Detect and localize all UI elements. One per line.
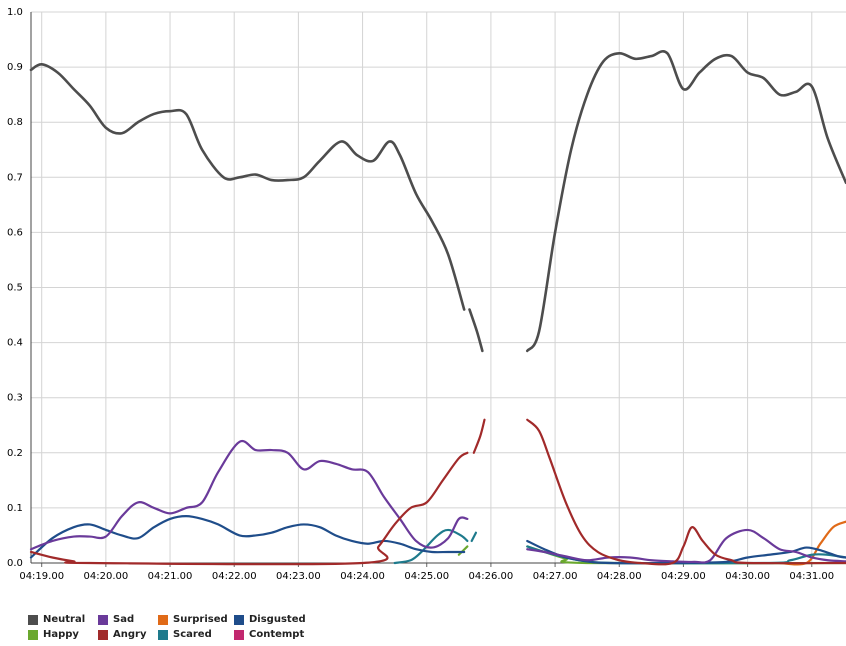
legend-swatch-neutral — [28, 614, 38, 625]
legend-swatch-angry — [98, 629, 108, 640]
legend-swatch-sad — [98, 614, 108, 625]
legend-item-contempt: Contempt — [234, 629, 304, 640]
legend-swatch-disgusted — [234, 614, 244, 625]
x-tick-label: 04:27.00 — [533, 571, 578, 582]
legend: Neutral Happy Sad Angry Surprised Scared… — [28, 614, 348, 644]
series-line-sad — [29, 439, 469, 551]
legend-swatch-scared — [158, 629, 168, 640]
legend-item-surprised: Surprised — [158, 614, 228, 625]
y-tick-label: 0.9 — [7, 62, 23, 73]
series-line-happy — [457, 545, 469, 556]
x-tick-label: 04:23.00 — [276, 571, 321, 582]
legend-label-contempt: Contempt — [249, 629, 305, 640]
series-line-disgusted — [526, 539, 846, 565]
series-line-angry — [526, 418, 846, 566]
x-tick-label: 04:21.00 — [148, 571, 193, 582]
y-tick-label: 0.7 — [7, 172, 23, 183]
x-tick-label: 04:22.00 — [212, 571, 257, 582]
legend-item-happy: Happy — [28, 629, 79, 640]
y-tick-label: 0.4 — [7, 338, 23, 349]
x-tick-label: 04:29.00 — [661, 571, 706, 582]
y-tick-label: 0.8 — [7, 117, 23, 128]
x-tick-label: 04:19.00 — [19, 571, 64, 582]
legend-swatch-contempt — [234, 629, 244, 640]
y-tick-label: 0.0 — [7, 558, 23, 569]
x-tick-label: 04:20.00 — [84, 571, 129, 582]
legend-label-disgusted: Disgusted — [249, 614, 306, 625]
axes — [30, 12, 846, 567]
x-tick-label: 04:24.00 — [340, 571, 385, 582]
emotion-line-chart: 0.0 0.1 0.2 0.3 0.4 0.5 0.6 0.7 0.8 0.9 1.0 04:19.0… — [7, 7, 846, 582]
tick-labels: 0.0 0.1 0.2 0.3 0.4 0.5 0.6 0.7 0.8 0.9 1.0 04:19.0… — [7, 7, 834, 582]
series-line-neutral — [29, 63, 466, 311]
x-tick-label: 04:31.00 — [789, 571, 834, 582]
series-lines — [29, 50, 846, 566]
legend-label-sad: Sad — [113, 614, 135, 625]
y-tick-label: 1.0 — [7, 7, 23, 18]
legend-item-sad: Sad — [98, 614, 134, 625]
legend-swatch-happy — [28, 629, 38, 640]
x-tick-label: 04:26.00 — [469, 571, 514, 582]
y-tick-label: 0.3 — [7, 393, 23, 404]
series-line-angry — [29, 451, 469, 566]
series-line-surprised — [778, 520, 846, 566]
x-tick-label: 04:30.00 — [725, 571, 770, 582]
legend-label-scared: Scared — [173, 629, 212, 640]
series-line-neutral — [525, 50, 846, 353]
legend-item-scared: Scared — [158, 629, 212, 640]
y-tick-label: 0.1 — [7, 503, 23, 514]
legend-label-surprised: Surprised — [173, 614, 228, 625]
x-tick-label: 04:25.00 — [404, 571, 449, 582]
legend-label-neutral: Neutral — [43, 614, 86, 625]
grid — [31, 11, 846, 564]
legend-label-happy: Happy — [43, 629, 79, 640]
y-tick-label: 0.5 — [7, 283, 23, 294]
series-line-angry — [472, 418, 486, 454]
legend-item-neutral: Neutral — [28, 614, 85, 625]
series-line-sad — [526, 528, 846, 564]
y-tick-label: 0.6 — [7, 227, 23, 238]
legend-swatch-surprised — [158, 614, 168, 625]
series-line-scared — [393, 528, 469, 565]
x-tick-label: 04:28.00 — [597, 571, 642, 582]
legend-label-angry: Angry — [113, 629, 147, 640]
series-line-scared — [470, 531, 478, 543]
legend-item-disgusted: Disgusted — [234, 614, 306, 625]
y-tick-label: 0.2 — [7, 448, 23, 459]
legend-item-angry: Angry — [98, 629, 146, 640]
series-line-neutral — [468, 308, 484, 353]
